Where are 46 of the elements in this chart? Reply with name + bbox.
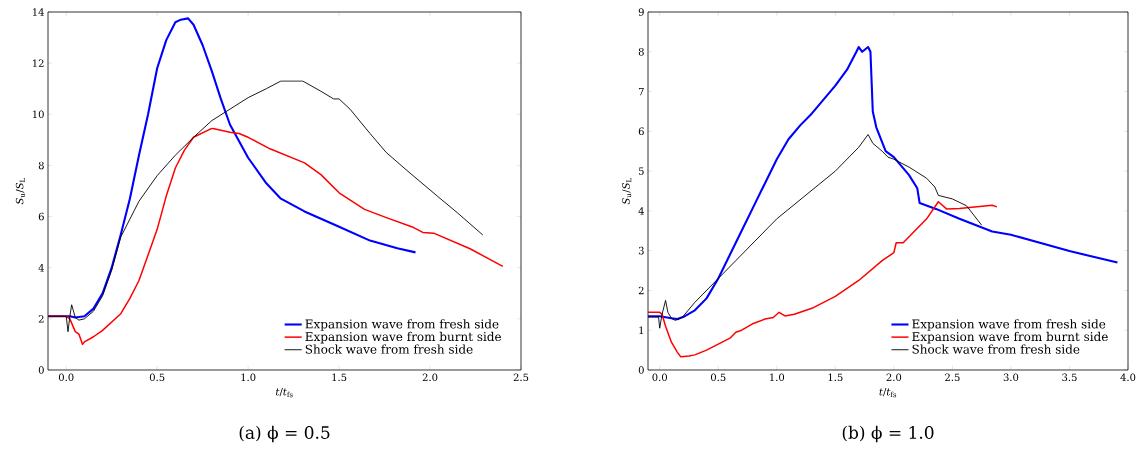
- x-tick-label: 2.0: [886, 373, 902, 382]
- y-tick-label: 4: [38, 263, 44, 272]
- y-tick-label: 4: [638, 207, 644, 215]
- y-tick-label: 2: [38, 315, 44, 323]
- y-tick-label: 8: [38, 161, 44, 170]
- x-tick-label: 2.5: [513, 373, 529, 382]
- line-series: [48, 17, 417, 319]
- legend-label: Expansion wave from burnt side: [912, 331, 1108, 344]
- text: (a) ϕ = 0.5: [239, 425, 330, 443]
- x-tick-label: 1.5: [828, 373, 843, 382]
- x-tick-label: 3.0: [1003, 373, 1019, 382]
- x-tick-label: 0.5: [710, 373, 726, 382]
- y-tick-label: 12: [32, 59, 44, 67]
- y-tick-label: 5: [638, 167, 644, 175]
- x-axis-title: t/t$_{fs}$: [276, 387, 293, 398]
- y-tick-label: 0: [638, 366, 644, 374]
- x-tick-label: 3.5: [1062, 373, 1077, 382]
- x-tick-label: 2.0: [422, 373, 438, 382]
- legend-label: Shock wave from fresh side: [912, 344, 1080, 354]
- x-tick-label: 0.0: [58, 373, 74, 382]
- y-tick-label: 8: [638, 47, 644, 56]
- y-tick-label: 0: [38, 366, 44, 374]
- y-tick-label: 14: [32, 8, 44, 16]
- y-axis-title: S$_{u}$/S$_{L}$: [15, 178, 25, 205]
- x-tick-label: 4.0: [1120, 373, 1136, 382]
- text: (b) ϕ = 1.0: [842, 425, 934, 443]
- y-axis-title: S$_{u}$/S$_{L}$: [622, 178, 632, 205]
- x-tick-label: 1.0: [770, 373, 785, 382]
- legend-label: Shock wave from fresh side: [305, 344, 473, 354]
- x-tick-label: 1.5: [332, 373, 347, 382]
- legend-label: Expansion wave from fresh side: [912, 319, 1106, 331]
- legend-label: Expansion wave from fresh side: [305, 319, 499, 331]
- y-tick-label: 10: [32, 110, 44, 119]
- x-tick-label: 2.5: [945, 373, 960, 382]
- x-tick-label: 0.0: [652, 373, 668, 382]
- y-tick-label: 6: [38, 212, 44, 221]
- x-tick-label: 0.5: [149, 373, 165, 382]
- y-tick-label: 9: [638, 8, 644, 16]
- y-tick-label: 2: [638, 286, 644, 295]
- y-tick-label: 3: [638, 246, 644, 255]
- y-tick-label: 1: [639, 326, 644, 334]
- x-tick-label: 1.0: [241, 373, 256, 382]
- y-tick-label: 7: [638, 87, 644, 96]
- y-tick-label: 6: [638, 127, 644, 136]
- legend-label: Expansion wave from burnt side: [305, 331, 502, 344]
- x-axis-title: t/t$_{fs}$: [879, 387, 897, 398]
